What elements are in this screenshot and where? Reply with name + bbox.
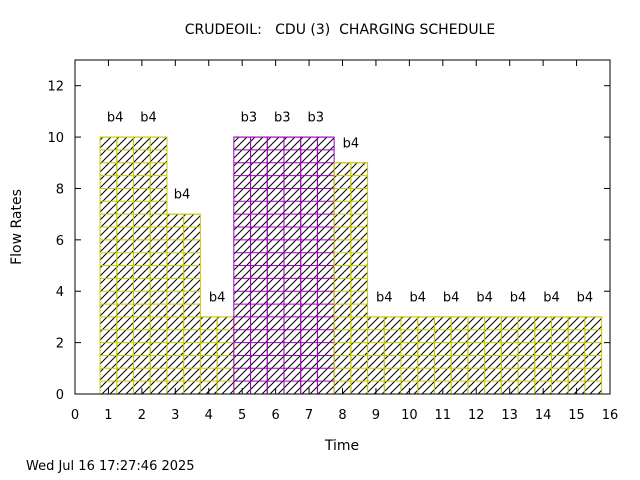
bar-batch-label: b3 [307, 111, 324, 126]
bar-batch-label: b4 [107, 111, 124, 126]
bar-batch-label: b3 [241, 111, 258, 126]
x-tick-label: 8 [338, 408, 346, 423]
bar-b4 [484, 316, 502, 395]
bar-b4 [567, 316, 586, 395]
bar-labels-layer: b4 b4 b4 b4 b3 b3 b3 b4 b4 b4 b4 b4 b4 b4 b4 [107, 111, 593, 306]
bar-batch-label: b4 [174, 188, 191, 203]
bar-batch-label: b4 [443, 291, 460, 306]
bar-b4 [166, 213, 185, 395]
x-tick-label: 2 [138, 408, 146, 423]
bar-b4 [584, 316, 603, 395]
x-tick-label: 14 [535, 408, 552, 423]
x-tick-label: 16 [602, 408, 619, 423]
bars-layer [99, 136, 603, 395]
bar-b4 [99, 136, 118, 395]
bar-batch-label: b4 [476, 291, 493, 306]
x-tick-label: 15 [568, 408, 585, 423]
x-tick-label: 1 [104, 408, 112, 423]
bar-b4 [534, 316, 552, 395]
bar-batch-label: b4 [510, 291, 527, 306]
bar-b4 [500, 316, 519, 395]
y-tick-label: 12 [47, 80, 64, 95]
bar-b4 [183, 213, 201, 395]
x-tick-label: 7 [305, 408, 313, 423]
bar-b3 [300, 136, 318, 395]
y-tick-label: 10 [47, 131, 64, 146]
bar-b3 [233, 136, 252, 395]
y-tick-label: 4 [56, 285, 64, 300]
x-axis-label: Time [324, 438, 359, 454]
bar-b4 [350, 162, 369, 395]
bar-batch-label: b4 [376, 291, 393, 306]
bar-b3 [283, 136, 302, 395]
bar-b4 [550, 316, 569, 395]
bar-b3 [250, 136, 268, 395]
bar-b4 [450, 316, 469, 395]
bar-b4 [216, 316, 235, 395]
bar-batch-label: b4 [409, 291, 426, 306]
x-tick-label: 13 [501, 408, 518, 423]
bar-batch-label: b4 [577, 291, 594, 306]
bar-b4 [433, 316, 452, 395]
x-tick-label: 5 [238, 408, 246, 423]
x-tick-label: 3 [171, 408, 179, 423]
bar-b4 [116, 136, 135, 395]
y-tick-label: 8 [56, 182, 64, 197]
bar-b4 [467, 316, 486, 395]
bar-b4 [199, 316, 218, 395]
bar-batch-label: b4 [140, 111, 157, 126]
chart-title: CRUDEOIL: CDU (3) CHARGING SCHEDULE [185, 22, 495, 38]
x-tick-label: 6 [271, 408, 279, 423]
bar-b3 [266, 136, 285, 395]
bar-batch-label: b3 [274, 111, 291, 126]
bar-b4 [367, 316, 385, 395]
bar-b4 [517, 316, 536, 395]
timestamp: Wed Jul 16 17:27:46 2025 [26, 459, 195, 474]
x-tick-label: 0 [71, 408, 79, 423]
bar-batch-label: b4 [343, 136, 360, 151]
y-axis-label: Flow Rates [9, 189, 25, 265]
x-tick-label: 12 [468, 408, 485, 423]
bar-b4 [400, 316, 419, 395]
bar-b4 [149, 136, 168, 395]
x-tick-label: 4 [205, 408, 213, 423]
y-tick-label: 2 [56, 337, 64, 352]
bar-batch-label: b4 [209, 291, 226, 306]
x-tick-label: 10 [401, 408, 418, 423]
bar-b4 [333, 162, 352, 395]
x-tick-label: 11 [435, 408, 452, 423]
bar-b4 [383, 316, 402, 395]
x-tick-label: 9 [372, 408, 380, 423]
y-tick-label: 6 [56, 234, 64, 249]
bar-b3 [316, 136, 335, 395]
y-tick-label: 0 [56, 388, 64, 403]
bar-batch-label: b4 [543, 291, 560, 306]
bar-b4 [417, 316, 435, 395]
bar-b4 [133, 136, 151, 395]
